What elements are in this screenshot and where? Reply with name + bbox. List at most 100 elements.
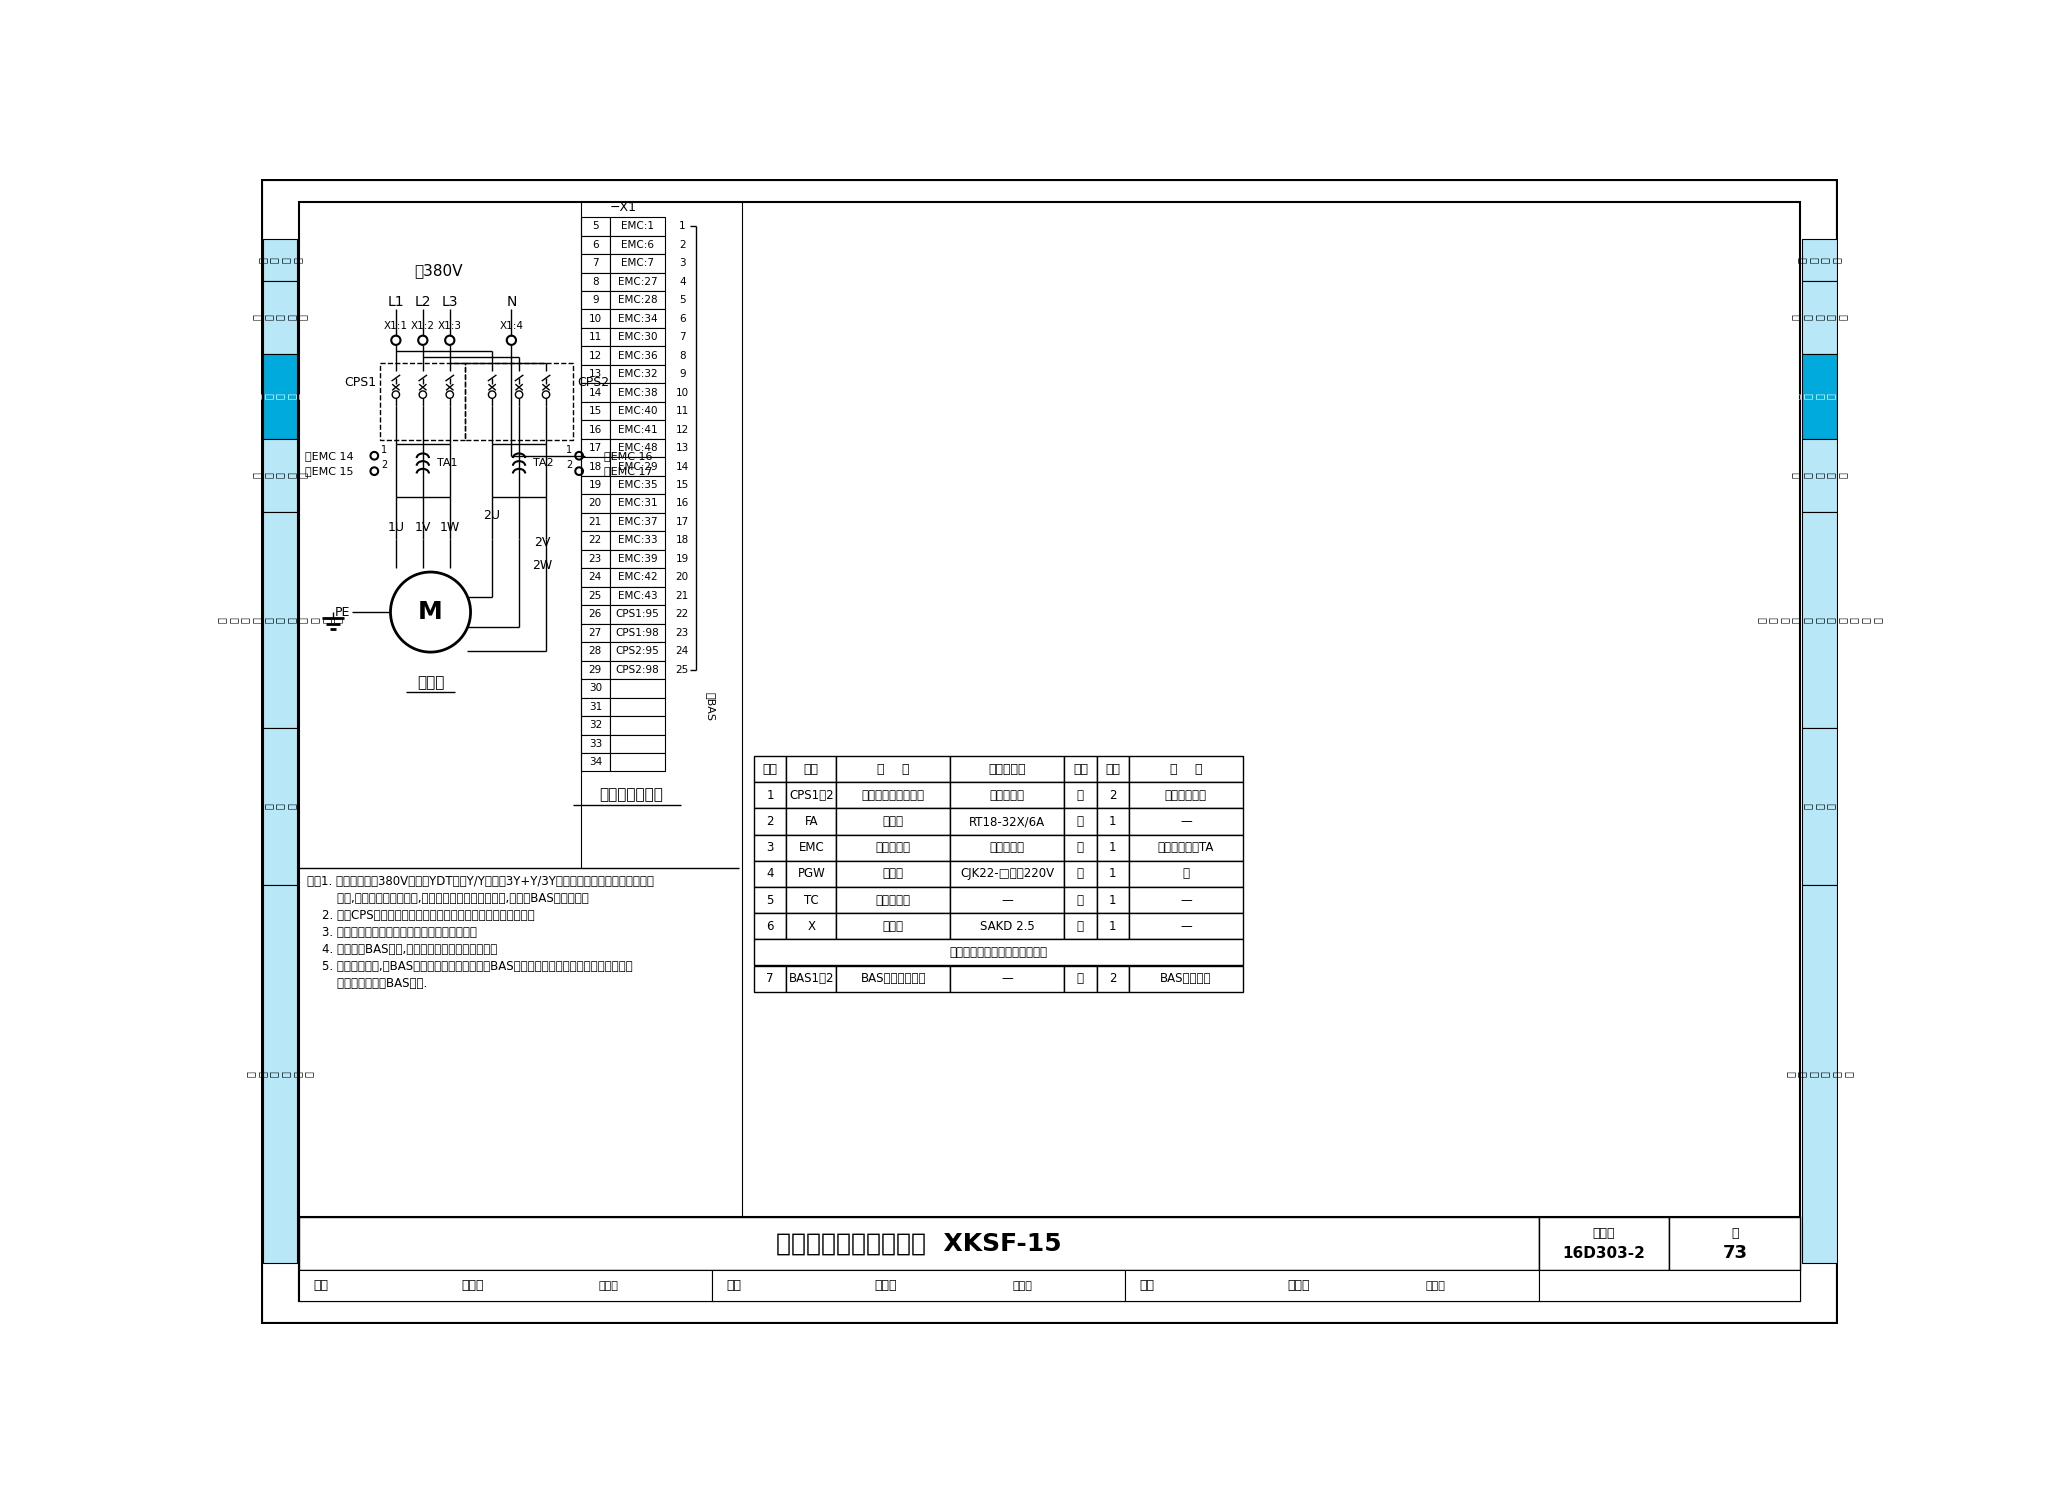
Text: EMC:33: EMC:33	[618, 536, 657, 546]
Bar	[836, 783, 950, 808]
Text: 33: 33	[588, 738, 602, 748]
Text: EMC:34: EMC:34	[618, 314, 657, 324]
Text: 30: 30	[588, 683, 602, 693]
Text: 17: 17	[676, 516, 688, 527]
Bar	[786, 756, 836, 783]
Text: X: X	[807, 920, 815, 933]
Text: EMC:42: EMC:42	[618, 573, 657, 582]
Bar	[582, 235, 610, 254]
Bar	[582, 735, 610, 753]
Bar	[950, 808, 1065, 835]
Bar	[1096, 808, 1128, 835]
Bar	[610, 586, 666, 606]
Bar	[754, 914, 786, 939]
Text: 34: 34	[588, 757, 602, 768]
Bar	[582, 254, 610, 272]
Bar	[582, 568, 610, 586]
Text: 7: 7	[592, 259, 598, 268]
Text: 2: 2	[565, 460, 571, 470]
Text: 16: 16	[676, 498, 688, 509]
Bar	[1065, 966, 1096, 991]
Bar	[1802, 354, 1837, 439]
Text: X1:2: X1:2	[412, 321, 434, 332]
Text: 消
防
兼
平
时: 消 防 兼 平 时	[252, 314, 307, 320]
Text: 1: 1	[766, 789, 774, 802]
Text: 9: 9	[592, 295, 598, 305]
Text: 徐学民: 徐学民	[1012, 1281, 1032, 1290]
Text: 平
时
兼
事
故
射
流
风
机
连
锁: 平 时 兼 事 故 射 流 风 机 连 锁	[217, 618, 342, 622]
Bar	[610, 494, 666, 513]
Text: 至EMC 14: 至EMC 14	[305, 451, 354, 461]
Bar	[262, 512, 297, 728]
Text: 6: 6	[592, 240, 598, 250]
Text: —: —	[1001, 972, 1014, 985]
Text: 个: 个	[1077, 789, 1083, 802]
Text: 24: 24	[588, 573, 602, 582]
Bar	[610, 735, 666, 753]
Bar	[1538, 1217, 1669, 1271]
Bar	[950, 914, 1065, 939]
Text: 控
制
箱: 控 制 箱	[1802, 804, 1835, 809]
Text: ～380V: ～380V	[414, 263, 463, 278]
Bar	[1096, 835, 1128, 860]
Bar	[1096, 966, 1128, 991]
Text: —: —	[1180, 894, 1192, 906]
Bar	[299, 1217, 1800, 1301]
Text: —: —	[1180, 920, 1192, 933]
Bar	[610, 568, 666, 586]
Bar	[610, 384, 666, 402]
Bar	[786, 966, 836, 991]
Text: 22: 22	[676, 610, 688, 619]
Bar	[1669, 1217, 1800, 1271]
Text: —: —	[1180, 815, 1192, 827]
Text: 23: 23	[676, 628, 688, 638]
Bar	[299, 1217, 1538, 1271]
Bar	[754, 887, 786, 914]
Text: 16: 16	[588, 424, 602, 434]
Bar	[1128, 835, 1243, 860]
Text: CPS1:95: CPS1:95	[616, 610, 659, 619]
Text: 6: 6	[680, 314, 686, 324]
Bar	[262, 728, 297, 885]
Bar	[786, 808, 836, 835]
Text: 25: 25	[676, 665, 688, 676]
Text: 1: 1	[1108, 868, 1116, 881]
Text: 平
时
用
双
速: 平 时 用 双 速	[252, 393, 307, 399]
Text: 控
制
箱: 控 制 箱	[264, 804, 297, 809]
Text: 图集号: 图集号	[1593, 1228, 1616, 1241]
Text: 至BAS: 至BAS	[705, 692, 715, 722]
Bar	[582, 310, 610, 327]
Text: 熔断器: 熔断器	[883, 815, 903, 827]
Bar	[836, 966, 950, 991]
Text: 20: 20	[676, 573, 688, 582]
Text: 12: 12	[588, 351, 602, 360]
Bar	[786, 914, 836, 939]
Bar	[610, 679, 666, 698]
Bar	[950, 860, 1065, 887]
Bar	[1065, 887, 1096, 914]
Bar	[1802, 238, 1837, 281]
Bar	[836, 914, 950, 939]
Text: 8: 8	[592, 277, 598, 287]
Bar	[610, 457, 666, 476]
Text: 1U: 1U	[387, 521, 403, 534]
Bar	[786, 783, 836, 808]
Text: 15: 15	[588, 406, 602, 417]
Text: 以下设备及材料不在本控制箱内: 以下设备及材料不在本控制箱内	[950, 946, 1047, 958]
Text: EMC:7: EMC:7	[621, 259, 653, 268]
Text: EMC:30: EMC:30	[618, 332, 657, 342]
Text: EMC:31: EMC:31	[618, 498, 657, 509]
Text: 消
防
兼
平
时: 消 防 兼 平 时	[1792, 314, 1847, 320]
Text: 数量: 数量	[1106, 763, 1120, 775]
Text: 7: 7	[766, 972, 774, 985]
Text: N: N	[506, 295, 516, 308]
Text: 6: 6	[766, 920, 774, 933]
Bar	[610, 292, 666, 310]
Text: 19: 19	[588, 481, 602, 490]
Text: 23: 23	[588, 554, 602, 564]
Bar	[1538, 1271, 1800, 1301]
Text: 个: 个	[1077, 868, 1083, 881]
Text: 31: 31	[588, 702, 602, 711]
Text: 19: 19	[676, 554, 688, 564]
Text: 型号、规格: 型号、规格	[989, 763, 1026, 775]
